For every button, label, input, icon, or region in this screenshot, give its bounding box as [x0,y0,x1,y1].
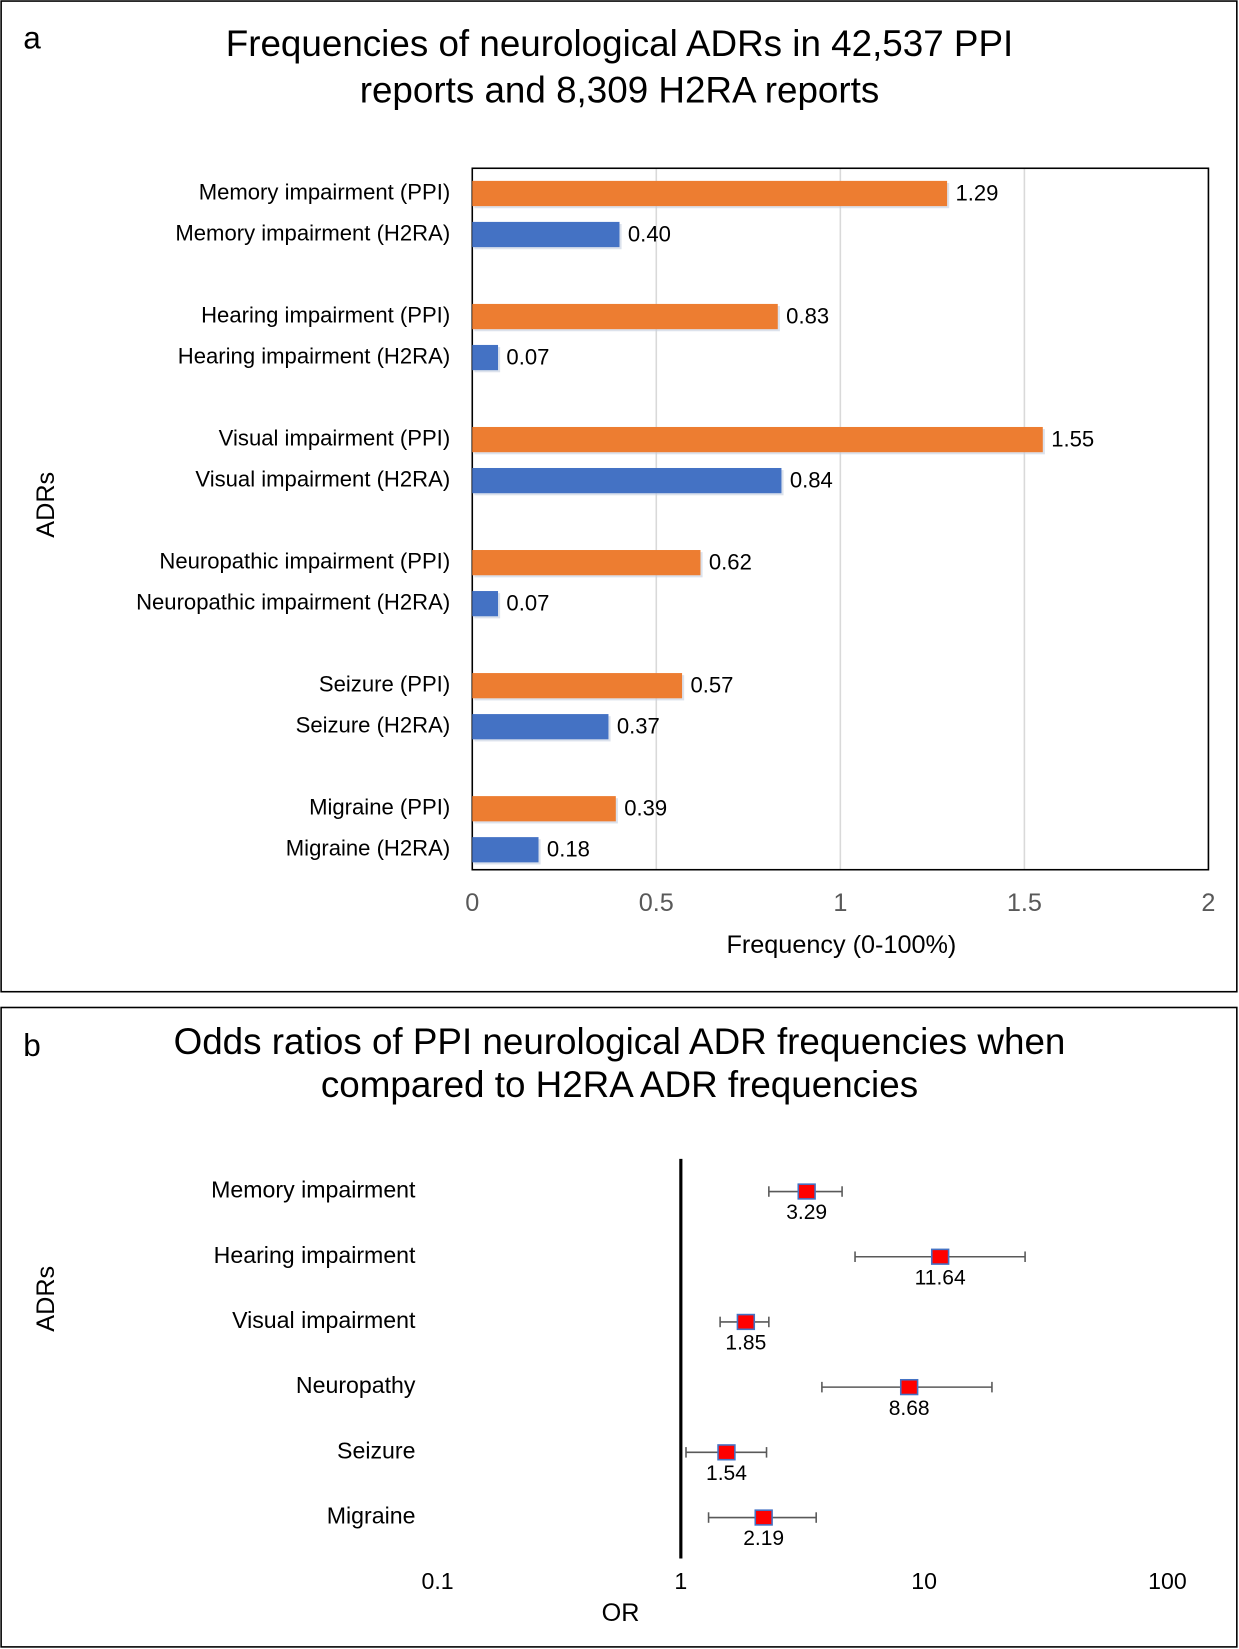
y-tick-label: Memory impairment [211,1177,416,1203]
data-label: 2.19 [743,1527,784,1550]
data-label: 0.37 [617,714,660,739]
point [736,1313,756,1331]
y-tick-label: Neuropathic impairment (PPI) [159,548,450,573]
x-tick-label: 100 [1148,1568,1187,1594]
data-label: 1.85 [725,1332,766,1355]
y-tick-label: Seizure [337,1437,415,1463]
panel-label: a [23,19,41,55]
x-tick-label: 2 [1201,889,1215,917]
point [754,1509,773,1526]
y-tick-label: Visual impairment [232,1307,416,1333]
bar [472,303,778,330]
y-tick-label: Memory impairment (H2RA) [175,220,450,245]
point [717,1444,736,1461]
data-label: 1.55 [1051,426,1094,451]
data-label: 1.54 [706,1462,747,1485]
y-tick-label: Neuropathy [296,1372,416,1398]
x-tick-label: 0 [465,889,479,917]
chart-title: compared to H2RA ADR frequencies [321,1064,918,1105]
data-label: 0.07 [506,591,549,616]
x-tick-label: 0.5 [639,889,674,917]
bar [472,796,616,822]
x-tick-label: 10 [911,1568,937,1594]
y-tick-label: Hearing impairment (PPI) [201,302,450,327]
data-label: 0.62 [709,550,752,575]
data-label: 0.84 [790,467,833,492]
chart-title: Odds ratios of PPI neurological ADR freq… [174,1021,1066,1062]
data-label: 0.39 [624,796,667,821]
panel-label: b [23,1027,41,1063]
data-label: 8.68 [889,1397,930,1420]
bar [472,180,948,207]
y-tick-label: Hearing impairment [214,1242,416,1268]
x-axis-title: OR [602,1599,640,1627]
bar [472,467,782,494]
data-label: 1.29 [956,180,999,205]
y-tick-label: Migraine [327,1503,416,1529]
x-axis-title: Frequency (0-100%) [726,931,956,959]
panel-border [0,0,1238,993]
data-label: 0.57 [690,673,733,698]
y-tick-label: Memory impairment (PPI) [199,179,450,204]
bar [472,426,1043,453]
bar [472,837,539,863]
bar [472,591,499,617]
data-label: 3.29 [786,1201,827,1224]
chart-title: Frequencies of neurological ADRs in 42,5… [226,23,1014,64]
y-tick-label: Visual impairment (H2RA) [195,466,450,491]
bar [472,673,683,699]
y-tick-label: Neuropathic impairment (H2RA) [136,589,450,614]
bar [472,221,620,248]
y-axis-title: ADRs [32,1266,60,1332]
chart-title: reports and 8,309 H2RA reports [360,69,880,110]
y-axis-title: ADRs [32,472,60,538]
data-label: 11.64 [915,1266,966,1289]
bar [472,344,499,371]
y-tick-label: Visual impairment (PPI) [219,425,451,450]
x-tick-label: 1 [674,1568,687,1594]
x-tick-label: 0.1 [421,1568,453,1594]
point [797,1183,816,1200]
plot-border [471,167,1210,871]
bar [472,550,701,576]
x-tick-label: 1 [833,889,847,917]
y-tick-label: Seizure (H2RA) [296,713,451,738]
y-tick-label: Migraine (H2RA) [286,836,450,861]
x-tick-label: 1.5 [1007,889,1042,917]
data-label: 0.40 [628,221,671,246]
data-label: 0.18 [547,837,590,862]
point [930,1248,950,1265]
y-tick-label: Migraine (PPI) [309,795,450,820]
point [899,1378,919,1396]
y-tick-label: Seizure (PPI) [319,672,450,697]
panel-border [0,1006,1238,1648]
data-label: 0.07 [506,344,549,369]
data-label: 0.83 [786,303,829,328]
y-tick-label: Hearing impairment (H2RA) [178,343,450,368]
bar [472,714,609,740]
